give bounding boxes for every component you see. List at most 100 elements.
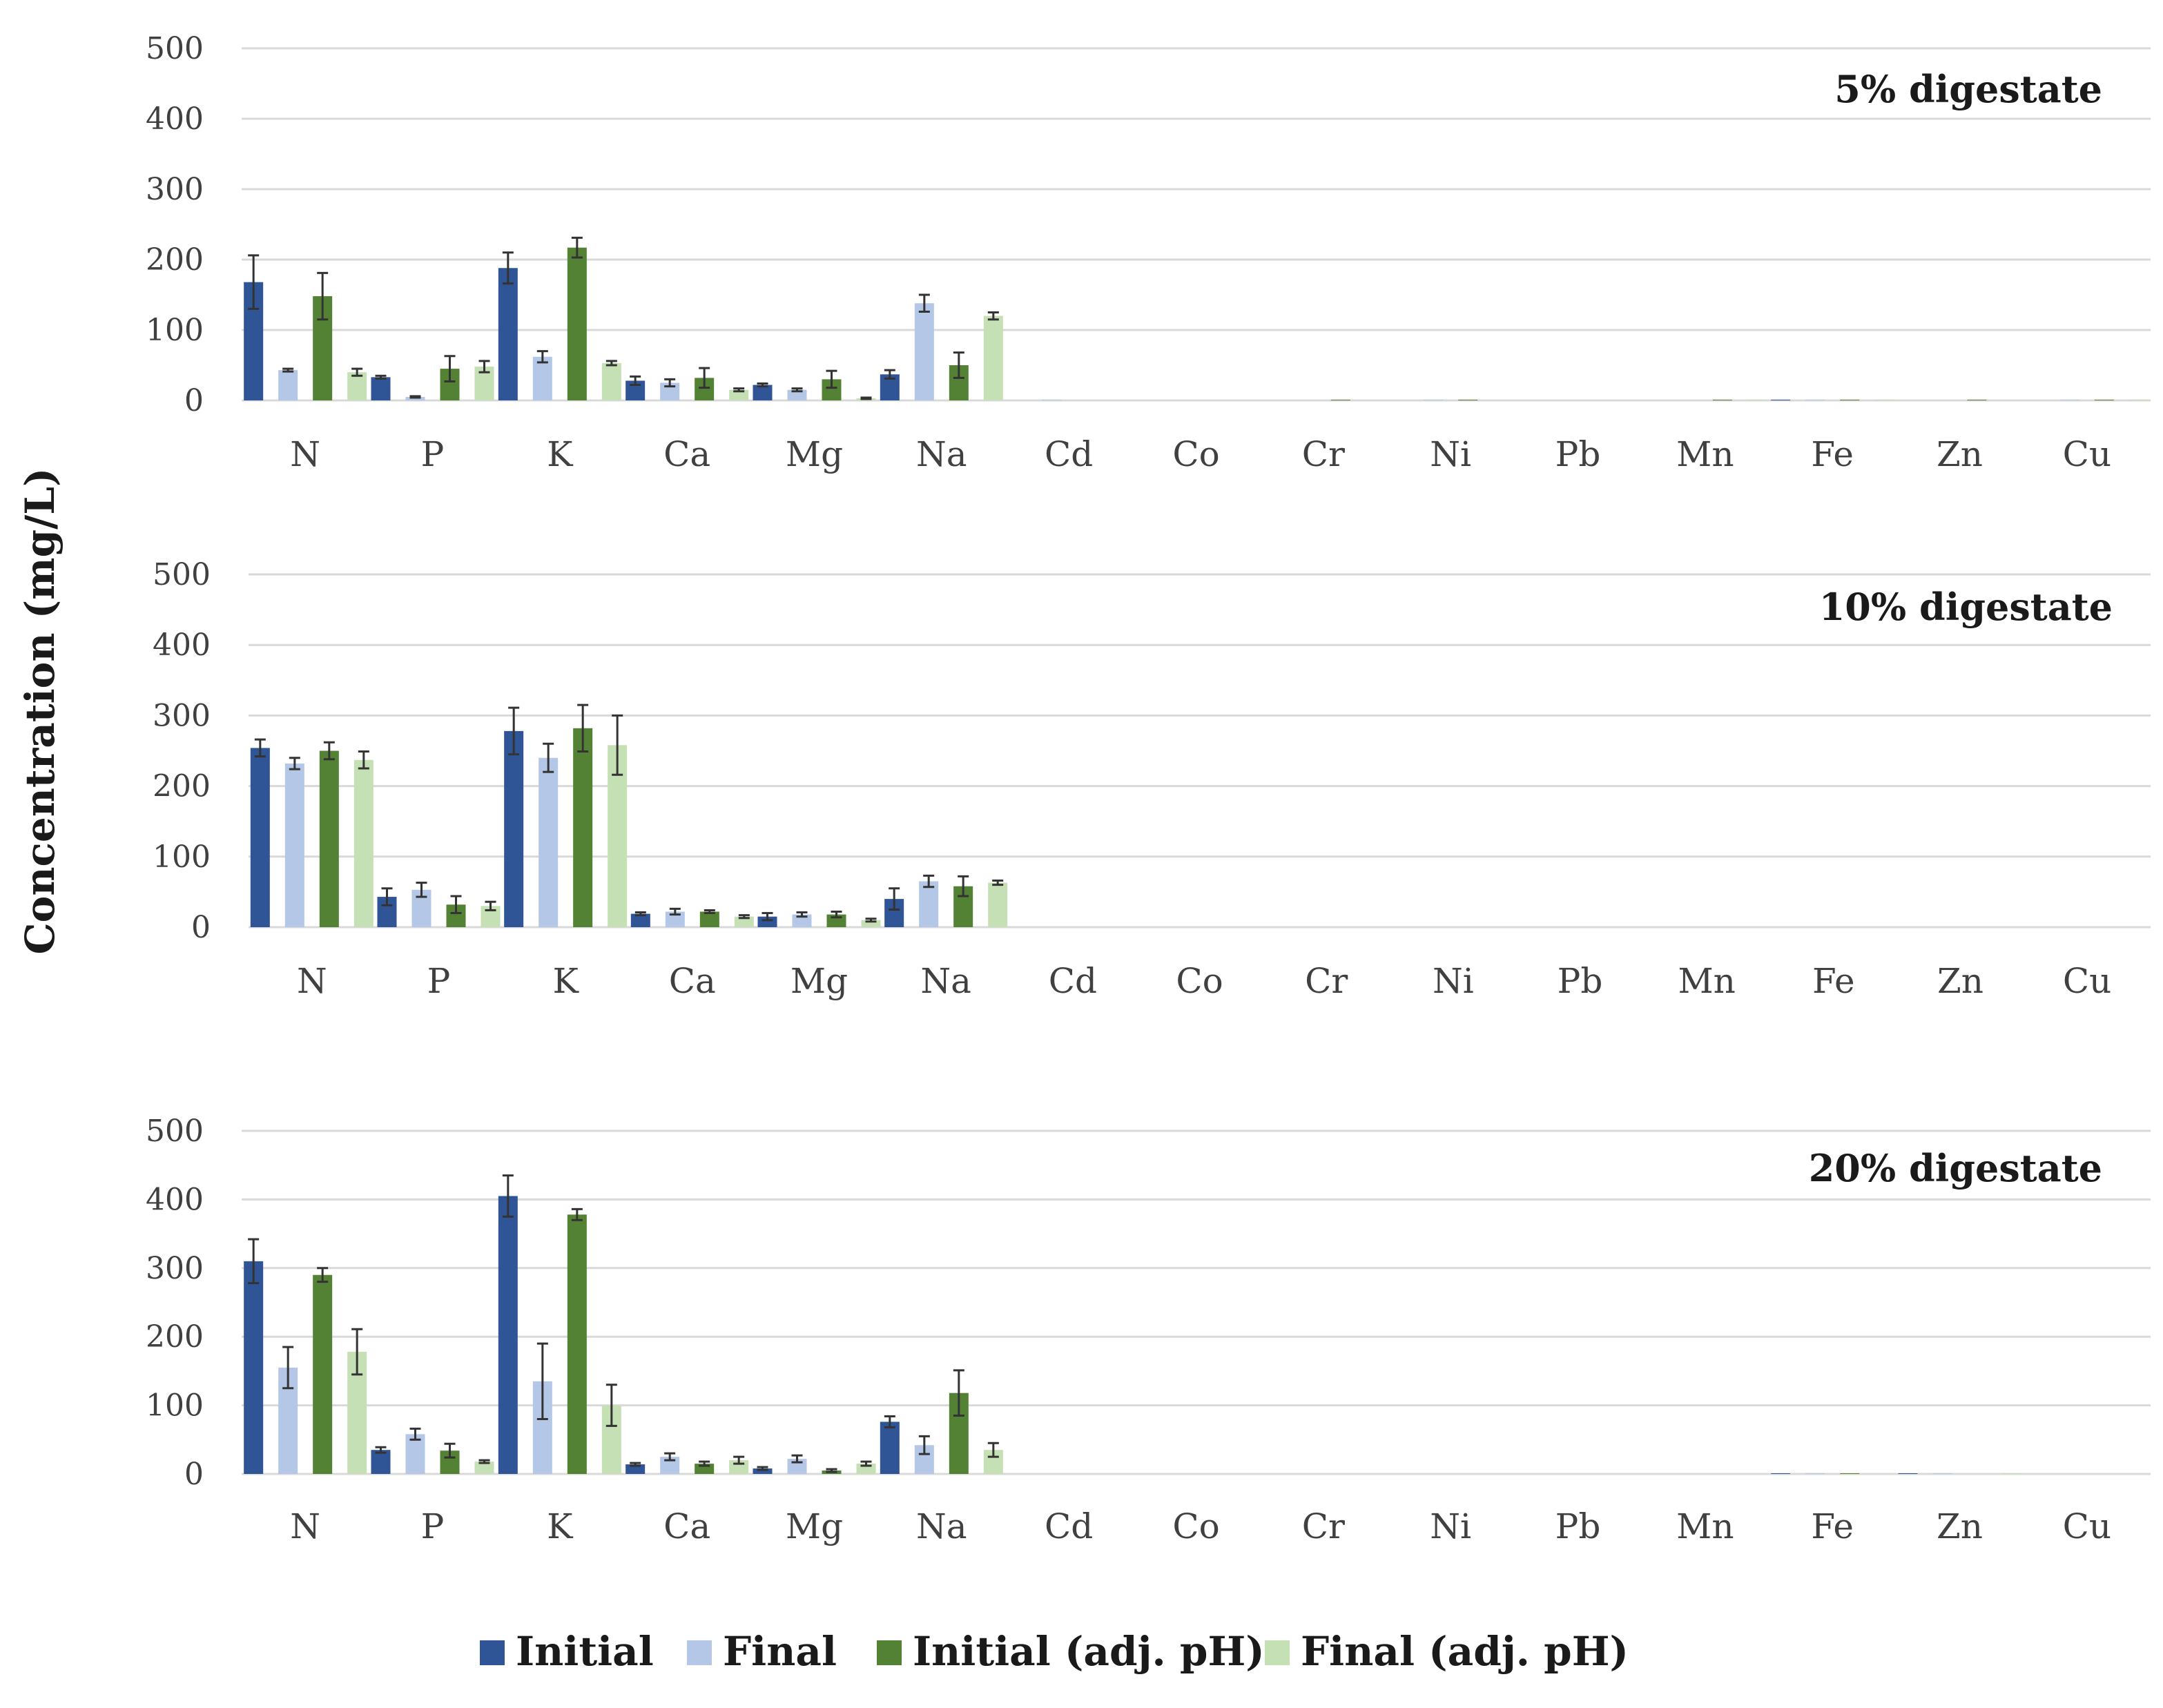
y-tick-label: 500 <box>146 31 204 66</box>
x-tick-label: Mn <box>1676 1506 1734 1546</box>
bar <box>405 1434 425 1474</box>
bar <box>861 920 881 927</box>
y-tick-label: 500 <box>146 1114 204 1149</box>
bar <box>792 914 812 927</box>
x-tick-label: Mg <box>786 1506 843 1546</box>
bar <box>1932 1473 1952 1474</box>
bar <box>729 389 749 400</box>
x-tick-label: Zn <box>1937 1506 1983 1546</box>
chart-panels: 0 100 200 300 400 500 5% digestate N P K Ca Mg Na Cd C… <box>146 31 2151 1546</box>
x-tick-label: Mg <box>786 434 843 474</box>
bar <box>498 1196 518 1474</box>
x-tick-label: P <box>421 434 445 474</box>
x-tick-label: Fe <box>1811 434 1854 474</box>
legend-swatch <box>1265 1640 1290 1665</box>
x-tick-label: Ni <box>1433 961 1474 1001</box>
legend-swatch <box>480 1640 505 1665</box>
panel-3: 0 100 200 300 400 500 20% digestate N P K Ca Mg Na Cd… <box>146 1114 2151 1546</box>
legend-label: Final <box>723 1628 837 1675</box>
x-tick-label: Zn <box>1937 434 1983 474</box>
bar <box>914 303 934 400</box>
bar <box>753 385 773 400</box>
bar <box>250 748 270 927</box>
bar <box>573 728 593 927</box>
bar <box>498 268 518 400</box>
bar <box>919 881 939 927</box>
y-axis-title: Concentration (mg/L) <box>17 468 64 955</box>
y-tick-label: 300 <box>153 698 211 733</box>
x-tick-label: Zn <box>1937 961 1983 1001</box>
x-tick-label: Co <box>1172 434 1219 474</box>
y-tick-label: 200 <box>146 1319 204 1355</box>
bar <box>630 913 650 927</box>
bar <box>734 916 754 927</box>
x-tick-label: Cr <box>1305 961 1348 1001</box>
x-tick-label: Cd <box>1045 1506 1093 1546</box>
y-tick-label: 0 <box>184 1457 204 1492</box>
bar <box>699 911 719 927</box>
panel-2: 0 100 200 300 400 500 10% digestate N P K Ca Mg Na Cd… <box>153 557 2151 1001</box>
y-tick-label: 300 <box>146 1251 204 1286</box>
x-tick-label: Ca <box>669 961 716 1001</box>
x-tick-label: Co <box>1172 1506 1219 1546</box>
bar <box>601 362 621 400</box>
x-tick-label: Cu <box>2063 1506 2111 1546</box>
bar <box>474 1462 494 1474</box>
panel-title: 10% digestate <box>1819 585 2113 629</box>
bar <box>665 911 685 927</box>
x-tick-label: Cr <box>1302 1506 1345 1546</box>
y-tick-label: 300 <box>146 172 204 207</box>
x-tick-label: K <box>552 961 579 1001</box>
panel-title: 5% digestate <box>1834 67 2102 111</box>
x-tick-label: N <box>297 961 327 1001</box>
x-tick-label: Na <box>920 961 971 1001</box>
panel-title: 20% digestate <box>1809 1146 2102 1190</box>
x-tick-label: Pb <box>1555 434 1601 474</box>
legend-label: Initial <box>516 1628 654 1675</box>
x-tick-label: Co <box>1176 961 1223 1001</box>
bar <box>567 247 587 400</box>
legend-swatch <box>877 1640 902 1665</box>
bar <box>284 763 304 927</box>
y-tick-label: 400 <box>146 101 204 137</box>
y-tick-label: 200 <box>146 242 204 278</box>
bar <box>539 757 559 927</box>
bar <box>347 372 367 400</box>
legend-swatch <box>687 1640 712 1665</box>
bar <box>1840 1473 1860 1474</box>
bar <box>353 759 374 927</box>
bar <box>244 1261 264 1474</box>
bar <box>1805 1473 1825 1474</box>
x-tick-label: Na <box>916 1506 967 1546</box>
bar <box>983 316 1003 400</box>
x-tick-label: Cd <box>1045 434 1093 474</box>
bar <box>371 377 391 400</box>
x-tick-label: Mn <box>1678 961 1735 1001</box>
bar <box>405 396 425 400</box>
bar <box>1898 1473 1918 1474</box>
bar <box>313 1274 333 1474</box>
y-tick-label: 0 <box>191 910 211 945</box>
y-tick-label: 100 <box>146 1388 204 1424</box>
x-tick-label: Cr <box>1302 434 1345 474</box>
x-tick-label: Fe <box>1811 1506 1854 1546</box>
x-tick-label: Mn <box>1676 434 1734 474</box>
chart-legend: Initial Final Initial (adj. pH) Final (adj.… <box>480 1628 1629 1675</box>
bar <box>567 1214 587 1474</box>
x-tick-label: N <box>290 1506 320 1546</box>
x-tick-label: P <box>421 1506 445 1546</box>
bar <box>1771 1473 1791 1474</box>
bar <box>988 882 1008 927</box>
x-tick-label: Pb <box>1555 1506 1601 1546</box>
x-tick-label: Mg <box>790 961 848 1001</box>
x-tick-label: Na <box>916 434 967 474</box>
x-tick-label: P <box>427 961 451 1001</box>
bar <box>787 389 807 400</box>
y-tick-label: 400 <box>146 1182 204 1217</box>
bar <box>880 1421 900 1474</box>
bar <box>2001 1473 2021 1474</box>
bar <box>504 730 524 927</box>
x-tick-label: Fe <box>1812 961 1855 1001</box>
x-tick-label: Ca <box>663 434 710 474</box>
